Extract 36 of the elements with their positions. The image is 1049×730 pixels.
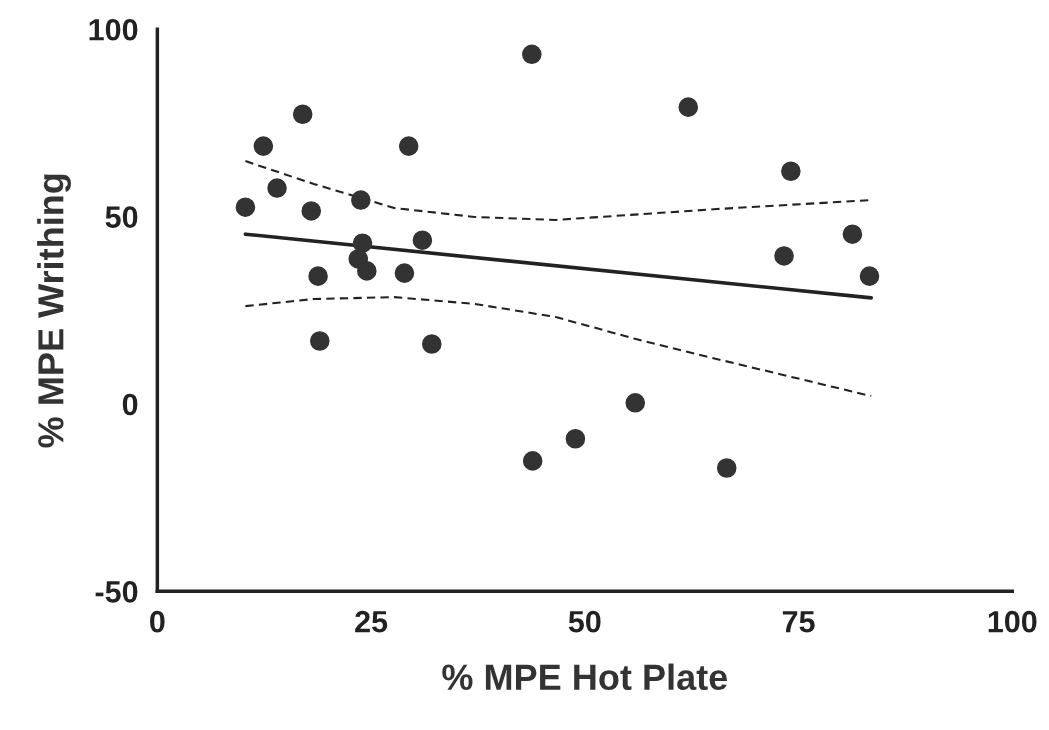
x-tick-label: 25: [355, 610, 388, 633]
point: [292, 104, 313, 125]
point: [781, 161, 801, 182]
point: [301, 201, 322, 221]
point: [394, 263, 415, 283]
point: [267, 178, 287, 198]
point: [398, 136, 419, 156]
y-axis-title: % MPE Writhing: [37, 174, 71, 448]
point: [235, 197, 256, 217]
x-tick-label: 100: [988, 610, 1037, 633]
y-tick-label: 0: [122, 393, 138, 416]
point: [412, 230, 433, 250]
x-tick-label: 75: [782, 611, 815, 633]
point: [565, 429, 586, 449]
point: [716, 458, 737, 478]
point: [352, 233, 373, 253]
point: [351, 190, 371, 210]
point: [522, 451, 543, 471]
point: [678, 97, 699, 117]
point: [625, 393, 646, 413]
point: [774, 246, 794, 266]
x-tick-label: 0: [150, 610, 165, 633]
point: [310, 331, 330, 351]
point: [859, 266, 880, 286]
point: [842, 224, 863, 244]
point: [308, 266, 328, 286]
point: [422, 334, 442, 354]
point: [253, 136, 274, 156]
y-tick-label: -50: [95, 581, 138, 603]
point: [522, 44, 542, 65]
line-series: [244, 296, 873, 398]
x-axis-title: % MPE Hot Plate: [442, 663, 728, 691]
y-tick-label: 50: [105, 206, 138, 228]
y-tick-label: 100: [89, 18, 138, 41]
x-tick-label: 50: [568, 610, 601, 633]
point: [357, 261, 377, 281]
